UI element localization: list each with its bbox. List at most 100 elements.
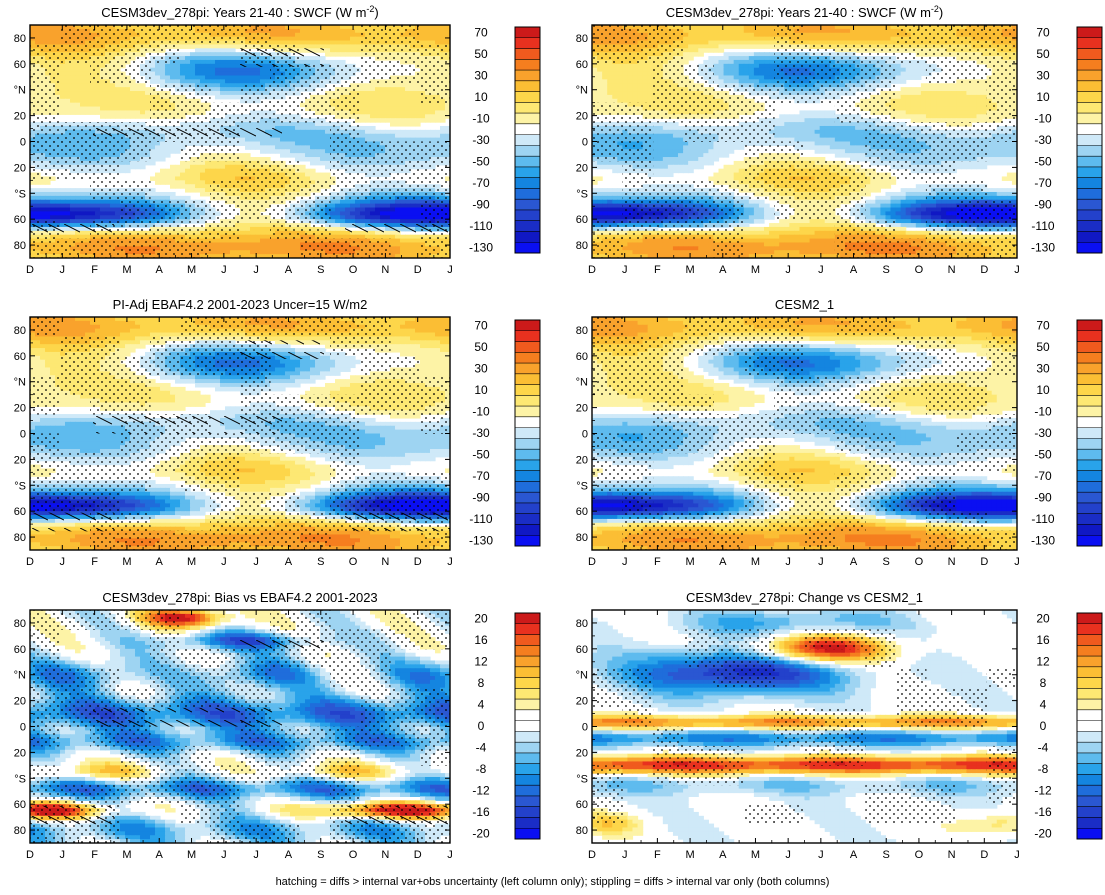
field-cell bbox=[250, 226, 256, 232]
field-cell bbox=[325, 137, 331, 143]
field-cell bbox=[758, 40, 765, 46]
field-cell bbox=[220, 242, 226, 247]
field-cell bbox=[155, 191, 161, 197]
field-cell bbox=[285, 141, 291, 146]
field-cell bbox=[255, 223, 261, 228]
field-cell bbox=[85, 203, 91, 209]
field-cell bbox=[300, 137, 306, 143]
field-cell bbox=[165, 67, 171, 73]
field-cell bbox=[855, 28, 861, 34]
field-cell bbox=[819, 36, 826, 42]
field-cell bbox=[890, 32, 897, 38]
field-cell bbox=[370, 125, 376, 131]
field-cell bbox=[300, 149, 306, 154]
field-cell bbox=[708, 36, 715, 42]
field-cell bbox=[280, 25, 286, 30]
field-cell bbox=[200, 164, 206, 170]
field-cell bbox=[340, 219, 346, 224]
field-cell bbox=[120, 102, 126, 108]
field-cell bbox=[80, 102, 86, 108]
field-cell bbox=[870, 32, 876, 38]
field-cell bbox=[130, 160, 136, 166]
field-cell bbox=[35, 211, 41, 216]
field-cell bbox=[370, 137, 376, 143]
field-cell bbox=[200, 180, 206, 185]
colorbar-label: -130 bbox=[469, 241, 493, 255]
field-cell bbox=[170, 191, 176, 197]
field-cell bbox=[320, 137, 326, 143]
field-cell bbox=[723, 32, 730, 38]
field-cell bbox=[60, 71, 66, 77]
field-cell bbox=[440, 133, 446, 139]
field-cell bbox=[375, 215, 381, 220]
field-cell bbox=[235, 56, 241, 61]
field-cell bbox=[35, 207, 41, 212]
field-cell bbox=[275, 141, 281, 146]
field-cell bbox=[285, 149, 291, 154]
field-cell bbox=[285, 153, 291, 158]
field-cell bbox=[355, 28, 361, 34]
colorbar-label: 10 bbox=[474, 90, 488, 104]
field-cell bbox=[205, 168, 211, 174]
field-cell bbox=[75, 83, 81, 88]
field-cell bbox=[315, 149, 321, 154]
field-cell bbox=[275, 40, 281, 46]
field-cell bbox=[170, 145, 176, 150]
field-cell bbox=[385, 137, 391, 143]
field-cell bbox=[245, 79, 251, 84]
field-cell bbox=[60, 207, 66, 212]
field-cell bbox=[365, 137, 371, 143]
field-cell bbox=[445, 110, 450, 115]
field-cell bbox=[360, 211, 366, 216]
field-cell bbox=[290, 153, 296, 158]
field-cell bbox=[340, 207, 346, 212]
field-cell bbox=[115, 106, 121, 112]
field-cell bbox=[215, 52, 221, 57]
field-cell bbox=[290, 246, 296, 251]
field-cell bbox=[415, 250, 421, 255]
field-cell bbox=[718, 28, 725, 34]
field-cell bbox=[120, 91, 126, 96]
field-cell bbox=[60, 203, 66, 209]
field-cell bbox=[90, 87, 96, 92]
field-cell bbox=[200, 63, 206, 69]
field-cell bbox=[410, 238, 416, 244]
stipple-region bbox=[240, 102, 271, 123]
field-cell bbox=[105, 110, 111, 115]
field-cell bbox=[235, 52, 241, 57]
field-cell bbox=[150, 79, 156, 84]
field-cell bbox=[160, 172, 166, 178]
stipple-region bbox=[390, 44, 421, 65]
field-cell bbox=[440, 28, 446, 34]
field-cell bbox=[325, 28, 331, 34]
field-cell bbox=[400, 215, 406, 220]
colorbar-swatch bbox=[515, 220, 540, 232]
field-cell bbox=[285, 133, 291, 139]
field-cell bbox=[215, 168, 221, 174]
stipple-region bbox=[180, 238, 211, 258]
field-cell bbox=[345, 25, 351, 30]
field-cell bbox=[215, 238, 221, 244]
field-cell bbox=[410, 87, 416, 92]
field-cell bbox=[40, 180, 46, 185]
field-cell bbox=[180, 180, 186, 185]
stipple-region bbox=[240, 25, 271, 45]
field-cell bbox=[320, 28, 326, 34]
field-cell bbox=[320, 44, 326, 49]
field-cell bbox=[295, 25, 301, 30]
field-cell bbox=[415, 106, 421, 112]
field-cell bbox=[360, 102, 366, 108]
field-cell bbox=[335, 234, 341, 240]
field-cell bbox=[235, 250, 241, 255]
field-cell bbox=[170, 71, 176, 77]
field-cell bbox=[100, 211, 106, 216]
field-cell bbox=[748, 40, 755, 46]
field-cell bbox=[325, 52, 331, 57]
field-cell bbox=[390, 254, 396, 258]
field-cell bbox=[829, 40, 836, 46]
field-cell bbox=[340, 48, 346, 53]
field-cell bbox=[365, 118, 371, 123]
field-cell bbox=[698, 28, 704, 34]
colorbar-swatch bbox=[515, 134, 540, 146]
field-cell bbox=[355, 203, 361, 209]
